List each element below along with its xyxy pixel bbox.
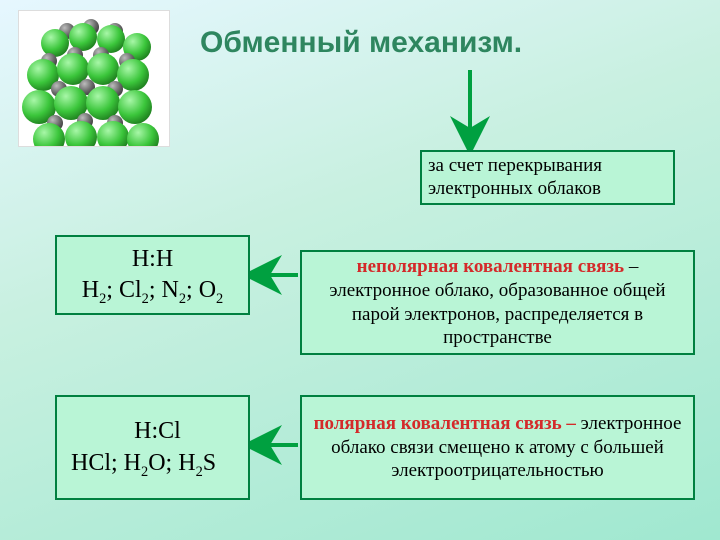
box-hcl-line2: HCl; H2O; H2S — [71, 448, 216, 479]
box-hcl: H:Cl HCl; H2O; H2S — [55, 395, 250, 500]
box-nonpolar-lead: неполярная ковалентная связь — [357, 256, 624, 277]
box-polar: полярная ковалентная связь – электронное… — [300, 395, 695, 500]
box-hh-line1: H:H — [132, 244, 173, 275]
box-polar-text: полярная ковалентная связь – электронное… — [312, 412, 683, 483]
box-nonpolar: неполярная ковалентная связь – электронн… — [300, 250, 695, 355]
box-nonpolar-text: неполярная ковалентная связь – электронн… — [312, 255, 683, 350]
box-hcl-line1: H:Cl — [124, 416, 181, 447]
box-hh: H:H H2; Cl2; N2; O2 — [55, 235, 250, 315]
box-overlap-text: за счет перекрывания электронных облаков — [428, 155, 667, 201]
box-hh-line2: H2; Cl2; N2; O2 — [82, 275, 224, 306]
box-overlap: за счет перекрывания электронных облаков — [420, 150, 675, 205]
box-polar-lead: полярная ковалентная связь – — [314, 413, 576, 434]
